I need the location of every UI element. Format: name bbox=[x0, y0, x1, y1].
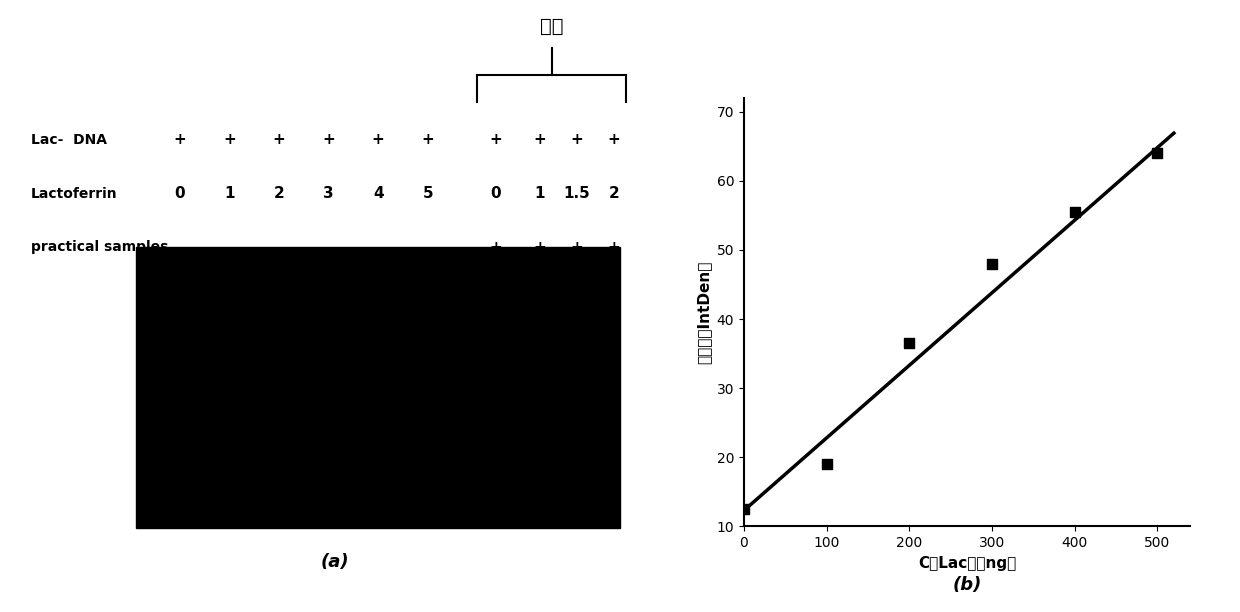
X-axis label: C（Lac）（ng）: C（Lac）（ng） bbox=[918, 556, 1017, 570]
Bar bbox=[136, 247, 620, 528]
Point bbox=[1147, 148, 1167, 158]
Text: -: - bbox=[325, 240, 332, 255]
Text: +: + bbox=[422, 132, 434, 147]
Text: 1.5: 1.5 bbox=[563, 186, 590, 201]
Y-axis label: 复合物（IntDen）: 复合物（IntDen） bbox=[696, 261, 711, 364]
Point bbox=[899, 338, 919, 348]
Text: +: + bbox=[223, 132, 236, 147]
Text: 1: 1 bbox=[534, 186, 544, 201]
Point bbox=[982, 259, 1002, 269]
Text: +: + bbox=[273, 132, 285, 147]
Text: 奶粉: 奶粉 bbox=[541, 17, 563, 36]
Text: Lactoferrin: Lactoferrin bbox=[31, 187, 118, 201]
Text: 0: 0 bbox=[491, 186, 501, 201]
Text: +: + bbox=[570, 132, 583, 147]
Text: (a): (a) bbox=[320, 553, 350, 570]
Point bbox=[817, 459, 837, 469]
Text: +: + bbox=[608, 132, 620, 147]
Text: +: + bbox=[490, 240, 502, 255]
Text: -: - bbox=[275, 240, 283, 255]
Text: +: + bbox=[570, 240, 583, 255]
Text: 3: 3 bbox=[324, 186, 334, 201]
Text: +: + bbox=[533, 132, 546, 147]
Text: 2: 2 bbox=[274, 186, 284, 201]
Text: +: + bbox=[322, 132, 335, 147]
Text: +: + bbox=[490, 132, 502, 147]
Text: +: + bbox=[372, 132, 384, 147]
Text: -: - bbox=[424, 240, 432, 255]
Text: +: + bbox=[174, 132, 186, 147]
Text: (b): (b) bbox=[952, 576, 982, 594]
Text: 2: 2 bbox=[609, 186, 619, 201]
Point bbox=[1065, 207, 1085, 217]
Text: 1: 1 bbox=[224, 186, 234, 201]
Text: -: - bbox=[176, 240, 184, 255]
Text: 4: 4 bbox=[373, 186, 383, 201]
Text: -: - bbox=[226, 240, 233, 255]
Text: +: + bbox=[533, 240, 546, 255]
Text: -: - bbox=[374, 240, 382, 255]
Text: practical samples: practical samples bbox=[31, 241, 169, 255]
Text: 5: 5 bbox=[423, 186, 433, 201]
Text: +: + bbox=[608, 240, 620, 255]
Text: 0: 0 bbox=[175, 186, 185, 201]
Text: Lac-  DNA: Lac- DNA bbox=[31, 133, 107, 147]
Point bbox=[734, 504, 754, 514]
